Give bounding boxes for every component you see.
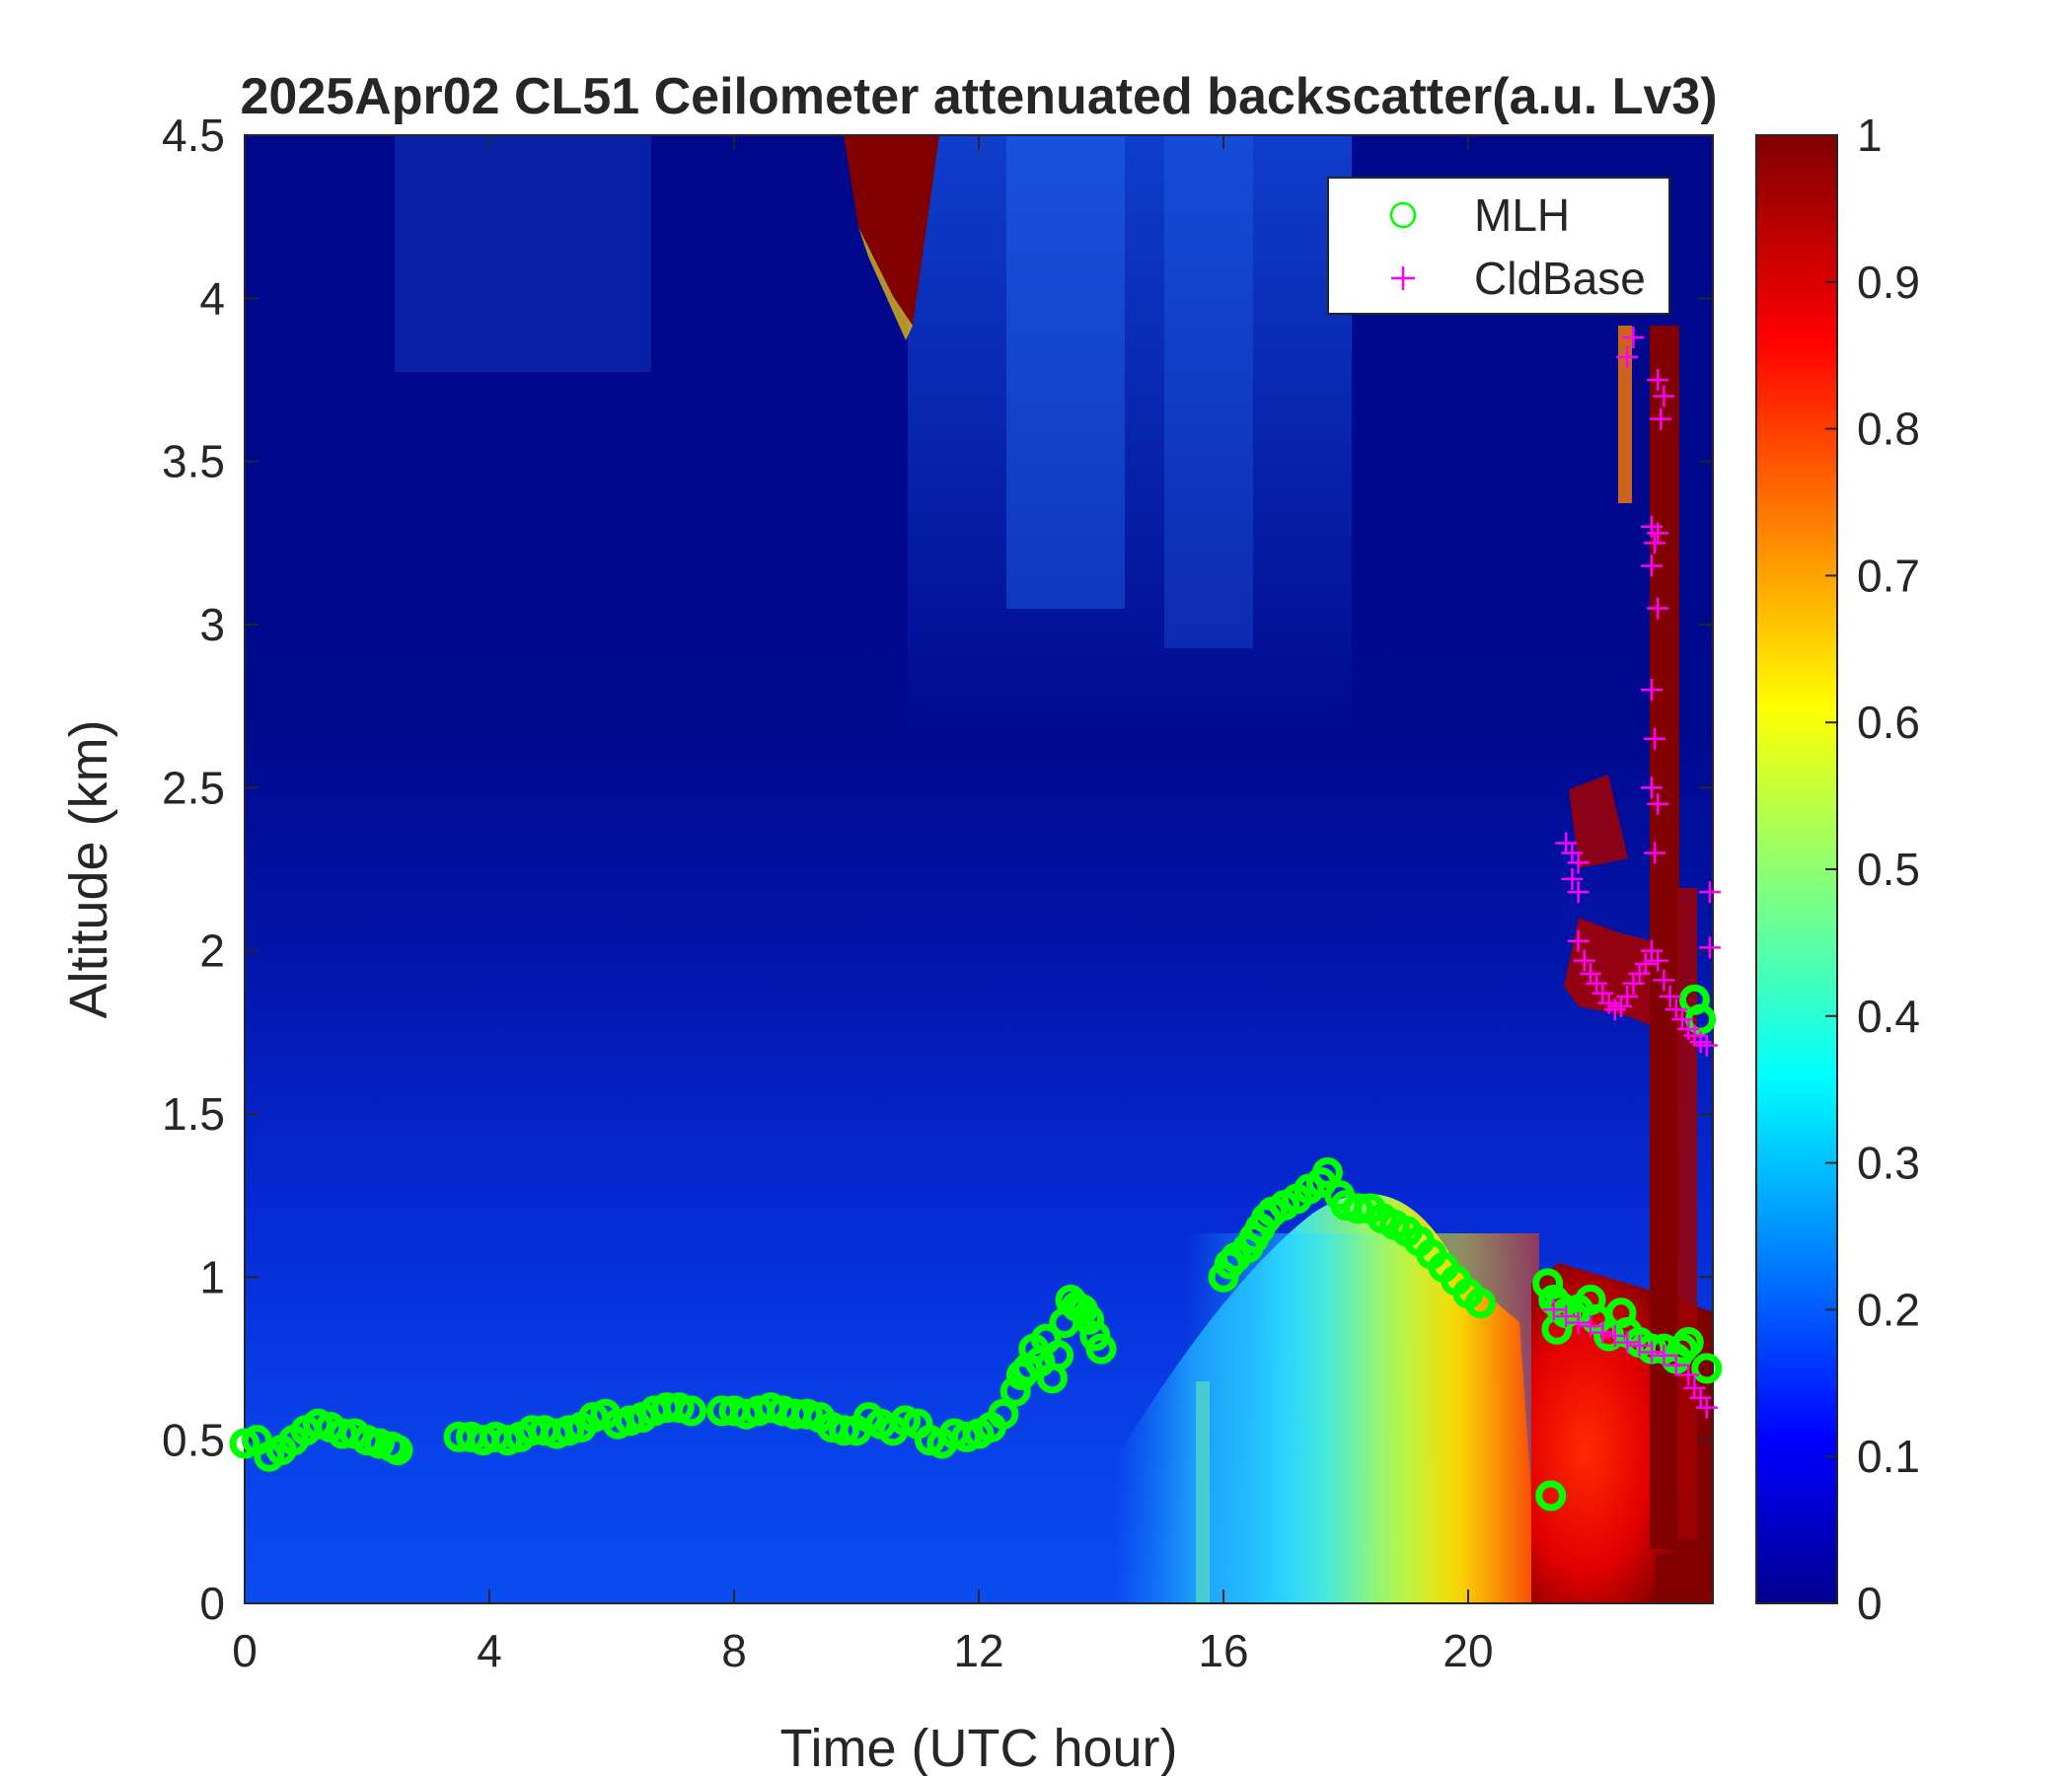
cldbase-point (1555, 1305, 1578, 1328)
legend-cldbase-marker (1391, 266, 1415, 290)
cldbase-point (1647, 369, 1669, 391)
cldbase-point (1567, 851, 1590, 874)
cldbase-point (1653, 385, 1675, 407)
cldbase-point (1647, 522, 1669, 545)
mlh-point (1532, 1268, 1564, 1299)
cldbase-point (1647, 949, 1669, 972)
mlh-point (999, 1375, 1031, 1407)
cldbase-point (1665, 1354, 1687, 1376)
cldbase-point (1616, 985, 1639, 1007)
cldbase-point (1650, 407, 1672, 430)
x-axis: 0 4 8 12 16 20 (232, 135, 1494, 1676)
cldbase-point (1695, 1396, 1718, 1419)
y-tick-label: 4 (199, 272, 225, 324)
cldbase-point (1567, 881, 1590, 904)
cldbase-point (1616, 1331, 1639, 1354)
series-cldbase (1542, 327, 1721, 1419)
cldbase-point (1641, 555, 1663, 577)
x-tick-label: 20 (1443, 1625, 1493, 1676)
cldbase-point (1647, 597, 1669, 620)
x-tick-label: 16 (1198, 1625, 1248, 1676)
y-axis: 0 0.5 1 1.5 2 2.5 3 3.5 4 4.5 (162, 110, 1713, 1629)
cldbase-point (1677, 1364, 1700, 1386)
legend: MLH CldBase (1327, 177, 1670, 315)
x-tick-label: 8 (721, 1625, 747, 1676)
y-tick-label: 4.5 (162, 110, 225, 161)
cldbase-point (1580, 1314, 1601, 1337)
cldbase-point (1567, 929, 1590, 952)
mlh-point (988, 1398, 1019, 1430)
cldbase-point (1622, 327, 1645, 349)
x-tick-label: 12 (953, 1625, 1003, 1676)
y-tick-label: 1 (199, 1251, 225, 1302)
colorbar-tick-label: 1 (1857, 110, 1883, 161)
mlh-point (1073, 1303, 1105, 1335)
y-tick-label: 3 (199, 599, 225, 650)
mlh-point (1535, 1480, 1567, 1512)
colorbar-tick-label: 0.5 (1857, 844, 1920, 895)
cldbase-point (1698, 936, 1721, 959)
y-tick-label: 1.5 (162, 1088, 225, 1140)
x-axis-label: Time (UTC hour) (779, 1719, 1177, 1776)
colorbar-ticks: 0 0.1 0.2 0.3 0.4 0.5 0.6 0.7 0.8 0.9 1 (1825, 110, 1920, 1629)
cldbase-point (1561, 867, 1584, 890)
cldbase-point (1653, 1344, 1675, 1367)
colorbar-tick-label: 0.3 (1857, 1138, 1920, 1189)
mlh-point (1085, 1333, 1117, 1365)
cldbase-point (1634, 952, 1657, 975)
colorbar-tick-label: 0.8 (1857, 404, 1920, 455)
mlh-point (1691, 1353, 1723, 1384)
colorbar-tick-label: 0.9 (1857, 257, 1920, 308)
cldbase-point (1659, 985, 1681, 1007)
cldbase-point (1616, 345, 1639, 368)
cldbase-point (1641, 1341, 1663, 1364)
mlh-point (1311, 1157, 1343, 1189)
cldbase-point (1573, 949, 1595, 972)
mlh-point (829, 1415, 860, 1446)
colorbar-tick-label: 0.7 (1857, 550, 1920, 601)
colorbar (1755, 134, 1838, 1604)
cldbase-point (1567, 1311, 1590, 1334)
colorbar-tick-label: 0.4 (1857, 991, 1920, 1042)
legend-cldbase-label: CldBase (1474, 253, 1646, 304)
y-axis-label: Altitude (km) (59, 719, 118, 1018)
cldbase-point (1591, 1321, 1614, 1344)
colorbar-tick-label: 0.2 (1857, 1284, 1920, 1335)
cldbase-point (1653, 969, 1675, 992)
legend-mlh-label: MLH (1474, 189, 1570, 241)
colorbar-tick-label: 0 (1857, 1578, 1883, 1629)
cldbase-point (1641, 777, 1663, 799)
y-tick-label: 2.5 (162, 762, 225, 813)
legend-box (1327, 177, 1670, 315)
x-tick-label: 0 (232, 1625, 258, 1676)
mlh-point (1043, 1340, 1074, 1371)
mlh-point (1464, 1288, 1496, 1319)
mlh-point (1672, 1326, 1704, 1358)
colorbar-tick-label: 0.6 (1857, 697, 1920, 748)
cldbase-point (1542, 1298, 1565, 1321)
mlh-point (1342, 1193, 1373, 1224)
y-tick-label: 0.5 (162, 1415, 225, 1466)
cldbase-point (1647, 792, 1669, 815)
cldbase-point (1644, 727, 1666, 750)
colorbar-tick-label: 0.1 (1857, 1431, 1920, 1482)
chart-title: 2025Apr02 CL51 Ceilometer attenuated bac… (240, 68, 1717, 125)
cldbase-point (1698, 881, 1721, 904)
x-tick-label: 4 (477, 1625, 502, 1676)
cldbase-point (1603, 1324, 1626, 1347)
cldbase-point (1628, 1334, 1651, 1357)
series-layer (229, 327, 1723, 1512)
mlh-point (676, 1395, 707, 1427)
legend-mlh-marker (1389, 201, 1417, 229)
y-tick-label: 3.5 (162, 436, 225, 487)
cldbase-point (1644, 532, 1666, 555)
y-tick-label: 0 (199, 1578, 225, 1629)
cldbase-point (1644, 842, 1666, 864)
cldbase-point (1641, 679, 1663, 702)
heatmap (245, 135, 1713, 1603)
y-tick-label: 2 (199, 925, 225, 977)
mlh-point (382, 1435, 413, 1466)
cldbase-point (1695, 1034, 1718, 1057)
